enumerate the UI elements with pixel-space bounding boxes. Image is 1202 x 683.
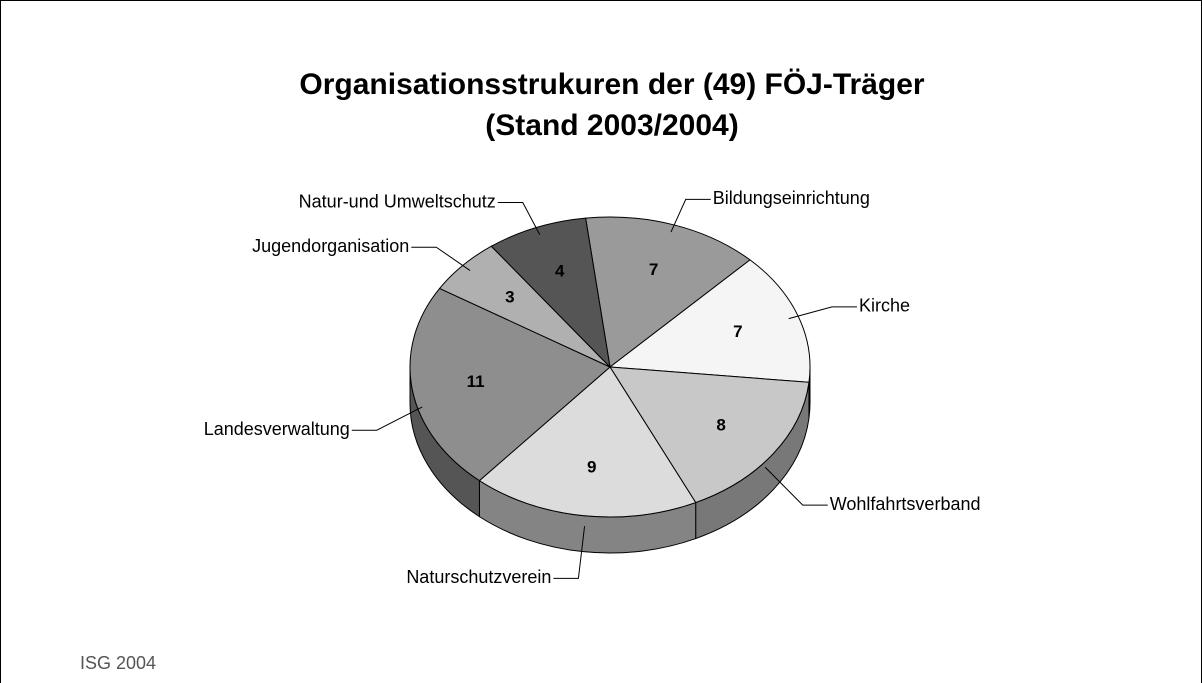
- category-label: Bildungseinrichtung: [713, 188, 870, 208]
- data-label: 7: [733, 322, 742, 341]
- leader-line: [497, 202, 541, 235]
- data-label: 4: [555, 262, 565, 281]
- leader-line: [764, 466, 828, 506]
- data-label: 7: [649, 260, 658, 279]
- pie-slice: [409, 287, 611, 482]
- chart-subtitle: (Stand 2003/2004): [485, 109, 738, 142]
- category-label: Wohlfahrtsverband: [830, 494, 981, 514]
- category-label: Landesverwaltung: [204, 419, 350, 439]
- pie-slice: [478, 366, 697, 518]
- category-label: Kirche: [859, 296, 910, 316]
- category-label: Natur-und Umweltschutz: [299, 191, 496, 211]
- leader-line: [351, 406, 423, 431]
- chart-title: Organisationsstrukuren der (49) FÖJ-Träg…: [299, 68, 924, 101]
- pie-slice: [609, 366, 810, 504]
- data-label: 3: [505, 287, 514, 306]
- category-label: Naturschutzverein: [406, 567, 551, 587]
- data-label: 11: [467, 372, 485, 391]
- leader-line: [411, 246, 471, 271]
- data-label: 8: [716, 415, 725, 434]
- leader-line: [670, 198, 711, 233]
- source: ISG 2004: [80, 653, 156, 673]
- category-label: Jugendorganisation: [252, 236, 409, 256]
- leader-line: [788, 306, 857, 320]
- data-label: 9: [587, 458, 596, 477]
- leader-line: [553, 526, 586, 579]
